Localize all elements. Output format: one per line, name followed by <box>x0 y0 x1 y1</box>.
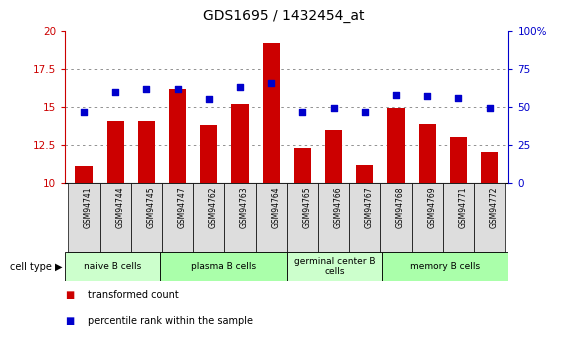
Text: transformed count: transformed count <box>88 290 179 300</box>
Text: ■: ■ <box>65 316 74 326</box>
Text: GSM94762: GSM94762 <box>209 186 218 228</box>
Point <box>360 109 369 114</box>
Text: ■: ■ <box>65 290 74 300</box>
Point <box>80 109 89 114</box>
FancyBboxPatch shape <box>256 183 287 252</box>
Text: cell type ▶: cell type ▶ <box>10 262 62 272</box>
FancyBboxPatch shape <box>131 183 162 252</box>
FancyBboxPatch shape <box>287 183 318 252</box>
FancyBboxPatch shape <box>193 183 224 252</box>
Text: germinal center B
cells: germinal center B cells <box>294 257 375 276</box>
Bar <box>356 165 373 183</box>
Text: GSM94763: GSM94763 <box>240 186 249 228</box>
FancyBboxPatch shape <box>412 183 443 252</box>
FancyBboxPatch shape <box>99 183 131 252</box>
FancyBboxPatch shape <box>318 183 349 252</box>
Text: GSM94765: GSM94765 <box>302 186 311 228</box>
FancyBboxPatch shape <box>68 183 99 252</box>
Bar <box>450 137 467 183</box>
Bar <box>201 125 218 183</box>
FancyBboxPatch shape <box>382 252 508 281</box>
Point <box>267 80 276 86</box>
Point <box>485 106 494 111</box>
Bar <box>262 43 280 183</box>
FancyBboxPatch shape <box>381 183 412 252</box>
Text: GSM94767: GSM94767 <box>365 186 374 228</box>
Bar <box>76 166 93 183</box>
Point <box>236 85 245 90</box>
FancyBboxPatch shape <box>443 183 474 252</box>
FancyBboxPatch shape <box>65 252 160 281</box>
Point <box>391 92 400 98</box>
Text: GSM94744: GSM94744 <box>115 186 124 228</box>
Text: GSM94747: GSM94747 <box>178 186 187 228</box>
Point <box>423 93 432 99</box>
Point <box>173 86 182 91</box>
FancyBboxPatch shape <box>474 183 506 252</box>
Text: GSM94741: GSM94741 <box>84 186 93 228</box>
Bar <box>387 108 404 183</box>
Text: percentile rank within the sample: percentile rank within the sample <box>88 316 253 326</box>
FancyBboxPatch shape <box>349 183 381 252</box>
Bar <box>169 89 186 183</box>
Bar <box>232 104 249 183</box>
Point <box>298 109 307 114</box>
Bar <box>138 121 155 183</box>
FancyBboxPatch shape <box>160 252 287 281</box>
FancyBboxPatch shape <box>287 252 382 281</box>
Text: GDS1695 / 1432454_at: GDS1695 / 1432454_at <box>203 9 365 23</box>
Bar <box>419 124 436 183</box>
Point <box>111 89 120 95</box>
Text: GSM94768: GSM94768 <box>396 186 405 228</box>
Bar <box>481 152 498 183</box>
Bar <box>294 148 311 183</box>
Text: plasma B cells: plasma B cells <box>191 262 256 271</box>
Bar <box>325 130 342 183</box>
Text: GSM94772: GSM94772 <box>490 186 499 228</box>
Text: GSM94764: GSM94764 <box>272 186 280 228</box>
Text: memory B cells: memory B cells <box>410 262 480 271</box>
Point <box>142 86 151 91</box>
Text: GSM94745: GSM94745 <box>147 186 156 228</box>
Text: GSM94766: GSM94766 <box>333 186 343 228</box>
Point <box>204 97 214 102</box>
Bar <box>107 121 124 183</box>
FancyBboxPatch shape <box>162 183 193 252</box>
Text: GSM94769: GSM94769 <box>427 186 436 228</box>
Point <box>454 95 463 101</box>
Text: GSM94771: GSM94771 <box>458 186 467 228</box>
FancyBboxPatch shape <box>224 183 256 252</box>
Text: naive B cells: naive B cells <box>84 262 141 271</box>
Point <box>329 106 338 111</box>
